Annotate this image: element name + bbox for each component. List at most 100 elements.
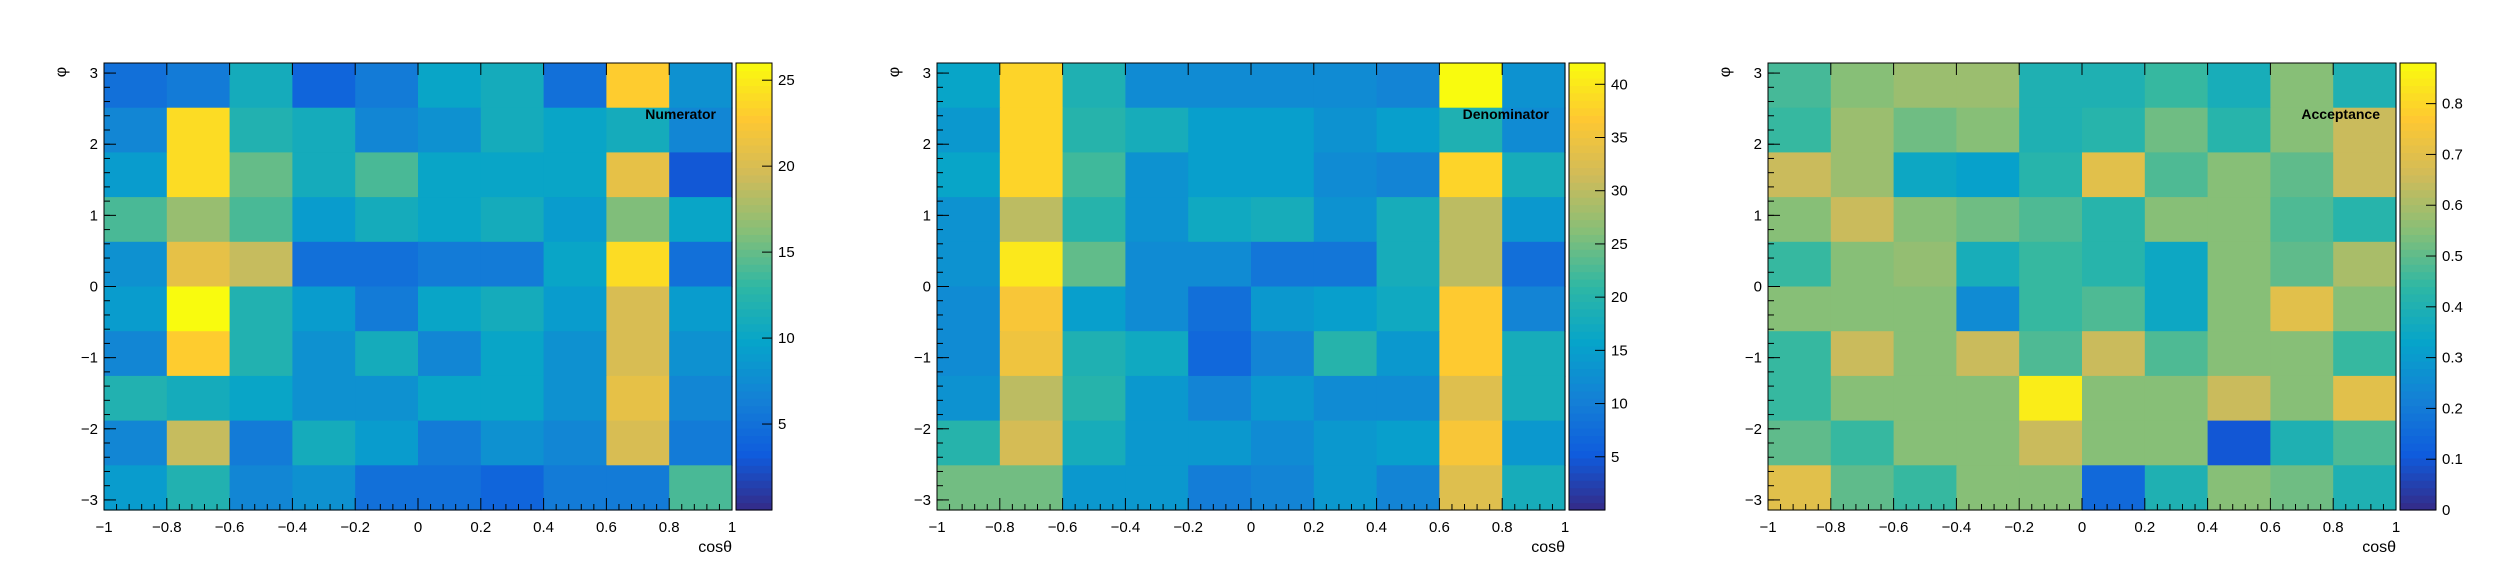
colorbar-step xyxy=(2400,204,2436,213)
colorbar-step xyxy=(1569,63,1605,72)
heatmap-cell xyxy=(292,375,356,422)
heatmap-cell xyxy=(1768,465,1832,511)
heatmap-cell xyxy=(355,241,419,288)
colorbar-step xyxy=(736,293,772,302)
heatmap-cell xyxy=(999,465,1064,511)
colorbar-step xyxy=(736,226,772,235)
heatmap-cell xyxy=(606,331,670,377)
heatmap-cell xyxy=(1313,331,1378,377)
heatmap-cell xyxy=(1502,286,1566,332)
colorbar-step xyxy=(1569,197,1605,206)
heatmap-cell xyxy=(543,63,607,109)
x-axis-label: cosθ xyxy=(698,539,732,556)
heatmap-cell xyxy=(2082,63,2146,109)
heatmap-cell xyxy=(2019,107,2083,153)
colorbar-step xyxy=(2400,100,2436,109)
heatmap-cell xyxy=(166,331,231,377)
colorbar-step xyxy=(2400,442,2436,451)
colorbar-step xyxy=(1569,279,1605,288)
heatmap-cell xyxy=(292,63,356,109)
y-axis: −3 −2 −1 0 1 2 3 xyxy=(914,65,949,509)
heatmap-cell xyxy=(1768,331,1832,377)
y-axis: −3 −2 −1 0 1 2 3 xyxy=(81,65,116,509)
heatmap-cell xyxy=(937,286,1001,332)
colorbar-step xyxy=(1569,346,1605,355)
colorbar-step xyxy=(736,189,772,198)
colorbar-step xyxy=(736,457,772,466)
colorbar-step xyxy=(2400,212,2436,221)
heatmap-cell xyxy=(104,63,168,109)
colorbar-step xyxy=(1569,428,1605,437)
y-tick-label: 0 xyxy=(1754,279,1762,296)
heatmap-cell xyxy=(1251,241,1315,288)
colorbar-step xyxy=(1569,420,1605,429)
colorbar-step xyxy=(2400,428,2436,437)
colorbar-step xyxy=(736,63,772,72)
heatmap-cell xyxy=(2207,241,2271,288)
heatmap-cell xyxy=(229,331,293,377)
heatmap-cell xyxy=(229,286,293,332)
colorbar-tick-label: 0.5 xyxy=(2442,248,2463,265)
heatmap-cell xyxy=(937,331,1001,377)
heatmap-cell xyxy=(2207,63,2271,109)
x-tick-label: 0.6 xyxy=(1429,519,1450,536)
heatmap-cell xyxy=(937,152,1001,198)
heatmap-cell xyxy=(1439,107,1503,153)
colorbar-step xyxy=(1569,435,1605,444)
y-tick-label: 1 xyxy=(923,207,931,224)
colorbar-step xyxy=(1569,457,1605,466)
x-tick-label: −0.4 xyxy=(1111,519,1141,536)
heatmap-cell xyxy=(2019,375,2083,422)
x-axis: −1 −0.8 −0.6 −0.4 −0.2 0 0.2 0.4 0.6 0.8 1 xyxy=(95,63,736,536)
heatmap-cell xyxy=(1768,63,1832,109)
heatmap-cell xyxy=(292,420,356,466)
heatmap-cell xyxy=(1125,197,1189,243)
colorbar-step xyxy=(2400,323,2436,332)
colorbar-step xyxy=(736,271,772,280)
heatmap-cell xyxy=(1188,331,1252,377)
x-tick-label: 1 xyxy=(1561,519,1569,536)
colorbar-step xyxy=(736,301,772,310)
y-tick-label: −3 xyxy=(914,492,931,509)
heatmap-cell xyxy=(2082,197,2146,243)
colorbar-step xyxy=(2400,353,2436,362)
heatmap-cell xyxy=(1188,63,1252,109)
colorbar-step xyxy=(2400,77,2436,86)
colorbar-step xyxy=(2400,398,2436,407)
heatmap-cell xyxy=(999,331,1064,377)
colorbar-step xyxy=(2400,159,2436,168)
colorbar-tick-label: 10 xyxy=(778,330,795,347)
y-tick-label: −3 xyxy=(1745,492,1762,509)
heatmap-cell xyxy=(2207,465,2271,511)
x-tick-label: −1 xyxy=(1759,519,1776,536)
colorbar-step xyxy=(1569,390,1605,399)
colorbar-tick-label: 0.1 xyxy=(2442,451,2463,468)
heatmap-cells xyxy=(937,63,1566,511)
heatmap-cell xyxy=(1251,63,1315,109)
colorbar-step xyxy=(1569,375,1605,384)
heatmap-cell xyxy=(1439,420,1503,466)
heatmap-cell xyxy=(1188,107,1252,153)
x-tick-label: 0 xyxy=(414,519,422,536)
y-axis: −3 −2 −1 0 1 2 3 xyxy=(1745,65,1780,509)
colorbar-step xyxy=(736,420,772,429)
heatmap-cell xyxy=(1830,420,1895,466)
heatmap-cell xyxy=(2270,331,2334,377)
colorbar-step xyxy=(2400,495,2436,504)
heatmap-cell xyxy=(2144,241,2209,288)
heatmap-cell xyxy=(355,152,419,198)
heatmap-cell xyxy=(2270,107,2334,153)
heatmap-cell xyxy=(937,107,1001,153)
heatmap-cell xyxy=(355,107,419,153)
colorbar-step xyxy=(1569,204,1605,213)
colorbar-step xyxy=(736,331,772,340)
heatmap-cell xyxy=(1313,197,1378,243)
heatmap-cell xyxy=(543,241,607,288)
heatmap-cell xyxy=(1830,63,1895,109)
heatmap-cell xyxy=(1768,197,1832,243)
y-axis-label: φ xyxy=(1717,67,1734,77)
y-axis-label: φ xyxy=(886,67,903,77)
heatmap-cell xyxy=(1062,420,1126,466)
colorbar-step xyxy=(1569,77,1605,86)
x-tick-label: 0.8 xyxy=(2323,519,2344,536)
